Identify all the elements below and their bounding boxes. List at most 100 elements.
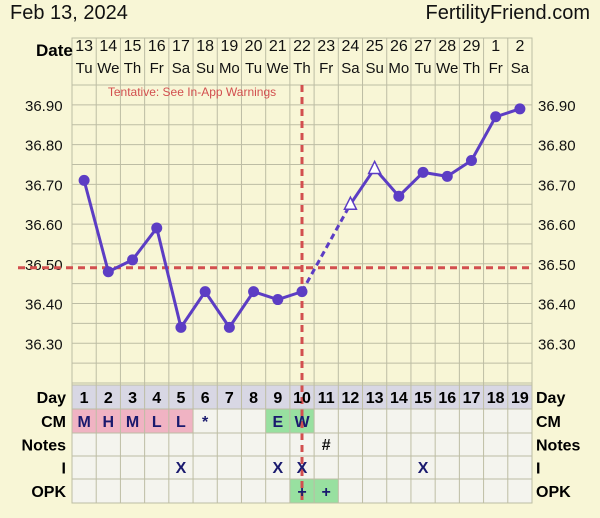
day-number: 13 bbox=[366, 390, 384, 407]
row-label-left-opk: OPK bbox=[31, 484, 66, 501]
temperature-point bbox=[393, 190, 405, 202]
date-tick-label: 13 bbox=[75, 38, 93, 55]
date-tick-label: 16 bbox=[148, 38, 166, 55]
date-tick-label: 15 bbox=[124, 38, 142, 55]
temperature-line-segment bbox=[155, 227, 183, 328]
cm-cell-fill bbox=[265, 409, 290, 433]
day-number: 11 bbox=[318, 390, 335, 407]
row-label-left-cm: CM bbox=[41, 414, 66, 431]
temperature-point bbox=[175, 321, 187, 333]
weekday-tick-label: Fr bbox=[150, 60, 164, 77]
opk-value: + bbox=[297, 484, 306, 501]
temperature-point bbox=[417, 166, 429, 178]
weekday-tick-label: Tu bbox=[415, 60, 432, 77]
temperature-line-segment bbox=[82, 179, 110, 273]
row-label-right-cm: CM bbox=[536, 414, 561, 431]
date-tick-label: 2 bbox=[515, 38, 524, 55]
day-number: 3 bbox=[128, 390, 137, 407]
chart-date: Feb 13, 2024 bbox=[10, 2, 128, 24]
weekday-tick-label: Th bbox=[293, 60, 311, 77]
y-tick-label-left: 36.90 bbox=[25, 98, 63, 115]
weekday-tick-label: Th bbox=[124, 60, 142, 77]
temperature-line-segment bbox=[179, 290, 207, 329]
temperature-point bbox=[102, 266, 114, 278]
temperature-point bbox=[151, 222, 163, 234]
date-tick-label: 14 bbox=[99, 38, 117, 55]
cm-value: L bbox=[152, 414, 162, 431]
date-tick-label: 28 bbox=[438, 38, 456, 55]
temperature-point bbox=[272, 294, 284, 306]
day-number: 15 bbox=[414, 390, 432, 407]
temperature-point bbox=[296, 286, 308, 298]
cm-value: H bbox=[103, 414, 115, 431]
date-tick-label: 17 bbox=[172, 38, 190, 55]
cm-cell-fill bbox=[168, 409, 194, 433]
weekday-tick-label: Fr bbox=[319, 60, 333, 77]
table-row-background bbox=[72, 456, 532, 479]
weekday-tick-label: Sa bbox=[172, 60, 191, 77]
date-tick-label: 21 bbox=[269, 38, 287, 55]
day-number: 19 bbox=[511, 390, 529, 407]
weekday-tick-label: Th bbox=[463, 60, 481, 77]
y-tick-label-right: 36.90 bbox=[538, 98, 576, 115]
date-tick-label: 18 bbox=[196, 38, 214, 55]
temperature-point bbox=[248, 286, 260, 298]
temperature-line-segment bbox=[300, 203, 352, 293]
cm-value: * bbox=[202, 414, 209, 431]
cm-value: L bbox=[176, 414, 186, 431]
row-label-right-opk: OPK bbox=[536, 484, 571, 501]
date-tick-label: 23 bbox=[317, 38, 335, 55]
day-number: 8 bbox=[249, 390, 258, 407]
intercourse-marker: X bbox=[272, 460, 283, 477]
row-label-right-notes: Notes bbox=[536, 438, 581, 455]
day-number: 12 bbox=[342, 390, 360, 407]
date-tick-label: 1 bbox=[491, 38, 500, 55]
temperature-point bbox=[465, 154, 477, 166]
opk-value: + bbox=[322, 484, 331, 501]
cm-cell-fill bbox=[120, 409, 145, 433]
date-tick-label: 20 bbox=[245, 38, 263, 55]
date-tick-label: 29 bbox=[463, 38, 481, 55]
y-tick-label-left: 36.80 bbox=[25, 138, 63, 155]
temperature-point-open bbox=[367, 159, 382, 175]
y-tick-label-left: 36.50 bbox=[25, 257, 63, 274]
weekday-tick-label: Su bbox=[196, 60, 214, 77]
intercourse-marker: X bbox=[418, 460, 429, 477]
note-marker: # bbox=[322, 437, 331, 454]
row-label-left-notes: Notes bbox=[22, 438, 67, 455]
y-tick-label-right: 36.30 bbox=[538, 336, 576, 353]
temperature-point bbox=[78, 174, 90, 186]
y-tick-label-right: 36.60 bbox=[538, 217, 576, 234]
y-tick-label-right: 36.70 bbox=[538, 177, 576, 194]
temperature-line-segment bbox=[349, 167, 376, 206]
date-tick-label: 26 bbox=[390, 38, 408, 55]
row-label-left-i: I bbox=[62, 461, 66, 478]
brand-name: FertilityFriend.com bbox=[425, 2, 590, 24]
temperature-line-segment bbox=[203, 290, 231, 329]
weekday-tick-label: Sa bbox=[511, 60, 530, 77]
cm-cell-fill bbox=[96, 409, 121, 433]
row-label-right-i: I bbox=[536, 461, 540, 478]
cm-value: E bbox=[272, 414, 283, 431]
row-label-right-day: Day bbox=[536, 390, 565, 407]
y-tick-label-left: 36.30 bbox=[25, 336, 63, 353]
day-number: 6 bbox=[201, 390, 210, 407]
temperature-point bbox=[490, 111, 502, 123]
day-number: 1 bbox=[80, 390, 89, 407]
date-tick-label: 27 bbox=[414, 38, 432, 55]
date-tick-label: 19 bbox=[220, 38, 238, 55]
y-tick-label-right: 36.40 bbox=[538, 297, 576, 314]
day-number: 17 bbox=[463, 390, 481, 407]
day-number: 7 bbox=[225, 390, 234, 407]
date-tick-label: 24 bbox=[342, 38, 360, 55]
day-number: 2 bbox=[104, 390, 113, 407]
opk-cell-fill bbox=[314, 479, 339, 503]
weekday-tick-label: Mo bbox=[388, 60, 409, 77]
date-row-label: Date bbox=[36, 41, 73, 60]
weekday-tick-label: We bbox=[97, 60, 119, 77]
day-number: 4 bbox=[152, 390, 161, 407]
tentative-warning: Tentative: See In-App Warnings bbox=[108, 85, 276, 99]
day-number: 16 bbox=[438, 390, 456, 407]
temperature-point-open bbox=[343, 195, 358, 210]
